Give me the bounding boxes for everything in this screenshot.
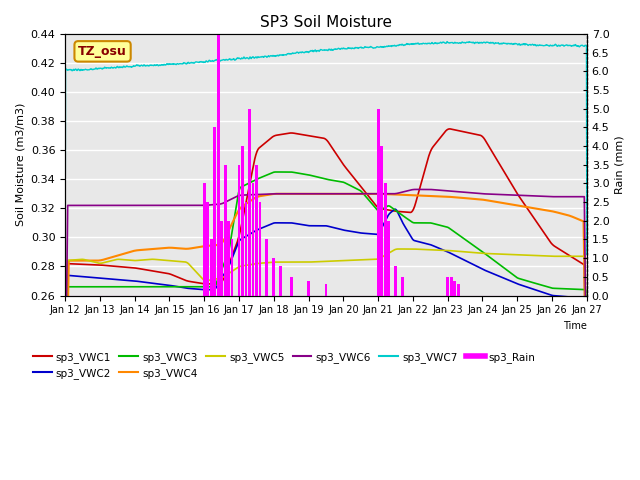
Bar [203,183,205,296]
Bar [387,221,390,296]
Bar [244,202,248,296]
Bar [450,277,452,296]
Bar [446,277,449,296]
Bar [255,165,258,296]
Bar [248,108,251,296]
Bar [213,127,216,296]
Bar [324,284,328,296]
Bar [384,183,387,296]
Bar [307,281,310,296]
Bar [394,265,397,296]
Title: SP3 Soil Moisture: SP3 Soil Moisture [260,15,392,30]
Y-axis label: Soil Moisture (m3/m3): Soil Moisture (m3/m3) [15,103,25,227]
Bar [227,221,230,296]
Bar [259,202,261,296]
Bar [380,146,383,296]
Bar [217,34,220,296]
Bar [457,284,460,296]
Text: TZ_osu: TZ_osu [78,45,127,58]
Bar [280,265,282,296]
Legend: sp3_VWC1, sp3_VWC2, sp3_VWC3, sp3_VWC4, sp3_VWC5, sp3_VWC6, sp3_VWC7, sp3_Rain: sp3_VWC1, sp3_VWC2, sp3_VWC3, sp3_VWC4, … [29,348,540,383]
Bar [252,183,254,296]
Bar [210,240,212,296]
X-axis label: Time: Time [563,321,587,331]
Bar [273,258,275,296]
Bar [224,165,227,296]
Bar [206,202,209,296]
Bar [290,277,292,296]
Bar [377,108,380,296]
Bar [241,146,244,296]
Bar [266,240,268,296]
Bar [401,277,404,296]
Bar [230,240,234,296]
Bar [220,221,223,296]
Bar [453,281,456,296]
Y-axis label: Rain (mm): Rain (mm) [615,135,625,194]
Bar [237,165,241,296]
